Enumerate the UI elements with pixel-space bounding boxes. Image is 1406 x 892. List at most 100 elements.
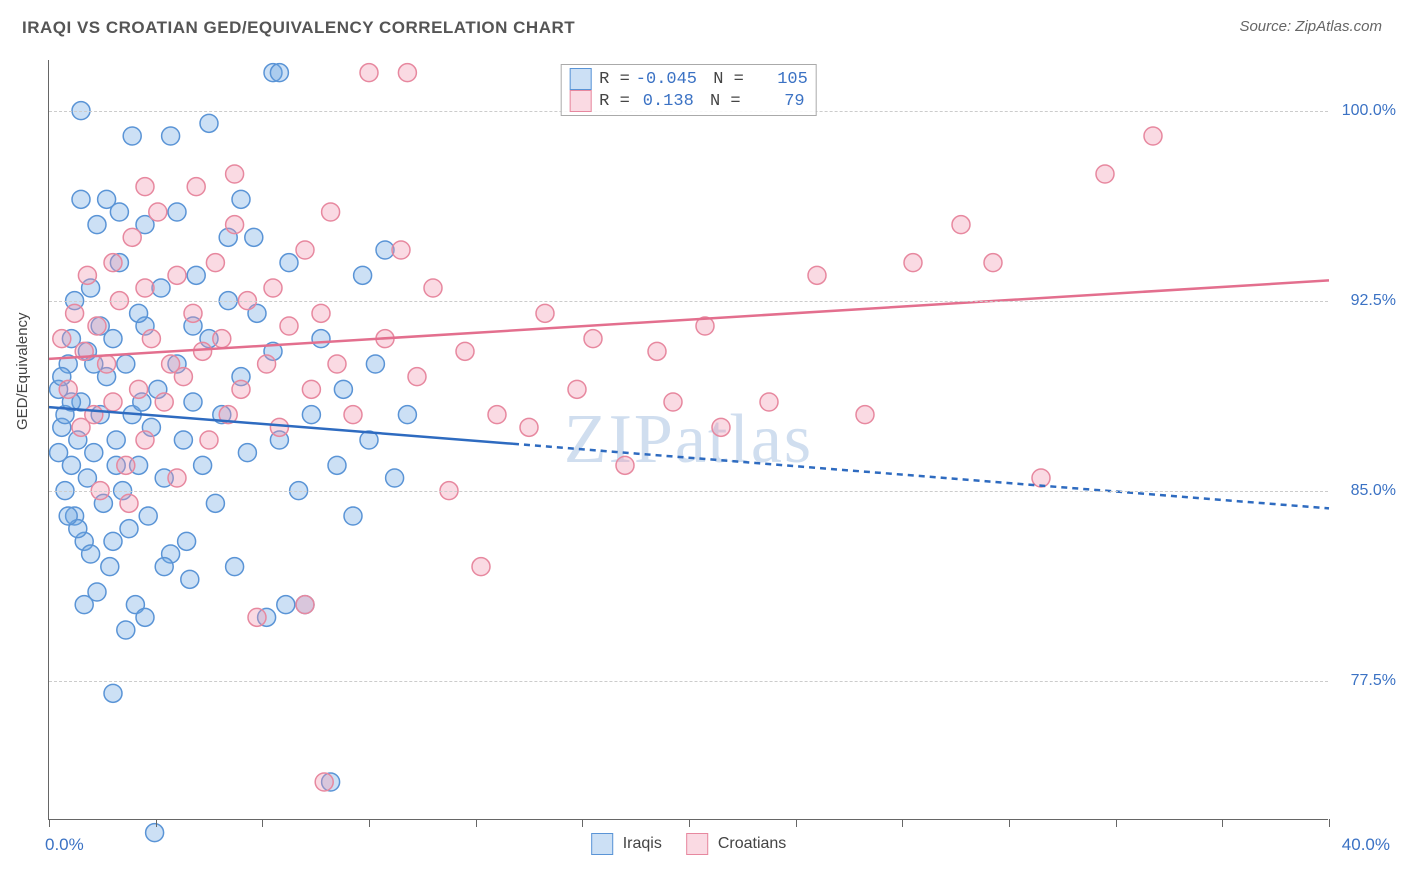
plot-svg xyxy=(49,60,1328,819)
y-tick-label: 92.5% xyxy=(1351,292,1396,310)
scatter-point xyxy=(136,279,154,297)
scatter-point xyxy=(178,532,196,550)
scatter-point xyxy=(1096,165,1114,183)
scatter-point xyxy=(296,241,314,259)
scatter-point xyxy=(136,178,154,196)
scatter-point xyxy=(984,254,1002,272)
scatter-point xyxy=(270,418,288,436)
y-tick-label: 100.0% xyxy=(1342,102,1396,120)
scatter-point xyxy=(110,203,128,221)
x-tick xyxy=(582,819,583,827)
scatter-point xyxy=(85,444,103,462)
gridline-h xyxy=(49,681,1328,682)
scatter-point xyxy=(117,456,135,474)
y-tick-label: 77.5% xyxy=(1351,672,1396,690)
scatter-point xyxy=(187,266,205,284)
scatter-point xyxy=(226,165,244,183)
scatter-point xyxy=(66,304,84,322)
scatter-point xyxy=(366,355,384,373)
scatter-point xyxy=(162,127,180,145)
scatter-point xyxy=(328,355,346,373)
bottom-legend: Iraqis Croatians xyxy=(591,833,787,855)
scatter-point xyxy=(315,773,333,791)
scatter-point xyxy=(136,431,154,449)
swatch-series2 xyxy=(569,90,591,112)
scatter-point xyxy=(184,304,202,322)
scatter-point xyxy=(312,304,330,322)
scatter-point xyxy=(88,317,106,335)
scatter-point xyxy=(334,380,352,398)
scatter-point xyxy=(408,368,426,386)
chart-container: IRAQI VS CROATIAN GED/EQUIVALENCY CORREL… xyxy=(0,0,1406,892)
scatter-point xyxy=(328,456,346,474)
swatch-series1 xyxy=(569,68,591,90)
plot-area: ZIPatlas R = -0.045 N = 105 R = 0.138 N … xyxy=(48,60,1328,820)
scatter-point xyxy=(584,330,602,348)
scatter-point xyxy=(206,494,224,512)
scatter-point xyxy=(488,406,506,424)
stat-r-label-2: R = xyxy=(599,92,630,111)
scatter-point xyxy=(174,368,192,386)
scatter-point xyxy=(760,393,778,411)
x-tick xyxy=(262,819,263,827)
x-axis-label-right: 40.0% xyxy=(1342,835,1390,855)
scatter-point xyxy=(82,545,100,563)
scatter-point xyxy=(302,406,320,424)
scatter-point xyxy=(1144,127,1162,145)
scatter-point xyxy=(146,824,164,842)
swatch-series2-bottom xyxy=(686,833,708,855)
scatter-point xyxy=(117,355,135,373)
scatter-point xyxy=(238,444,256,462)
x-tick xyxy=(1009,819,1010,827)
scatter-point xyxy=(187,178,205,196)
scatter-point xyxy=(392,241,410,259)
scatter-point xyxy=(312,330,330,348)
scatter-point xyxy=(88,216,106,234)
scatter-point xyxy=(258,355,276,373)
scatter-point xyxy=(174,431,192,449)
scatter-point xyxy=(155,558,173,576)
scatter-point xyxy=(149,203,167,221)
y-axis-label: GED/Equivalency xyxy=(14,312,31,430)
scatter-point xyxy=(398,64,416,82)
scatter-point xyxy=(184,393,202,411)
scatter-point xyxy=(101,558,119,576)
scatter-point xyxy=(270,64,288,82)
scatter-point xyxy=(568,380,586,398)
legend-label-series2: Croatians xyxy=(718,835,786,853)
stat-r-value-2: 0.138 xyxy=(636,92,694,111)
scatter-point xyxy=(386,469,404,487)
scatter-point xyxy=(104,393,122,411)
x-tick xyxy=(1329,819,1330,827)
legend-label-series1: Iraqis xyxy=(623,835,662,853)
stat-n-value-2: 79 xyxy=(747,92,805,111)
scatter-point xyxy=(354,266,372,284)
scatter-point xyxy=(194,456,212,474)
x-tick xyxy=(156,819,157,827)
scatter-point xyxy=(472,558,490,576)
scatter-point xyxy=(344,507,362,525)
scatter-point xyxy=(226,216,244,234)
scatter-point xyxy=(168,203,186,221)
scatter-point xyxy=(104,684,122,702)
legend-item-series1: Iraqis xyxy=(591,833,662,855)
scatter-point xyxy=(104,254,122,272)
stat-n-label-2: N = xyxy=(700,92,741,111)
scatter-point xyxy=(264,279,282,297)
scatter-point xyxy=(520,418,538,436)
chart-title: IRAQI VS CROATIAN GED/EQUIVALENCY CORREL… xyxy=(22,18,575,38)
y-tick-label: 85.0% xyxy=(1351,482,1396,500)
x-axis-label-left: 0.0% xyxy=(45,835,84,855)
scatter-point xyxy=(78,266,96,284)
swatch-series1-bottom xyxy=(591,833,613,855)
legend-stats-row-1: R = -0.045 N = 105 xyxy=(569,68,808,90)
scatter-point xyxy=(53,330,71,348)
x-tick xyxy=(689,819,690,827)
x-tick xyxy=(1116,819,1117,827)
scatter-point xyxy=(59,507,77,525)
x-tick xyxy=(369,819,370,827)
scatter-point xyxy=(277,596,295,614)
gridline-h xyxy=(49,491,1328,492)
scatter-point xyxy=(213,330,231,348)
scatter-point xyxy=(616,456,634,474)
